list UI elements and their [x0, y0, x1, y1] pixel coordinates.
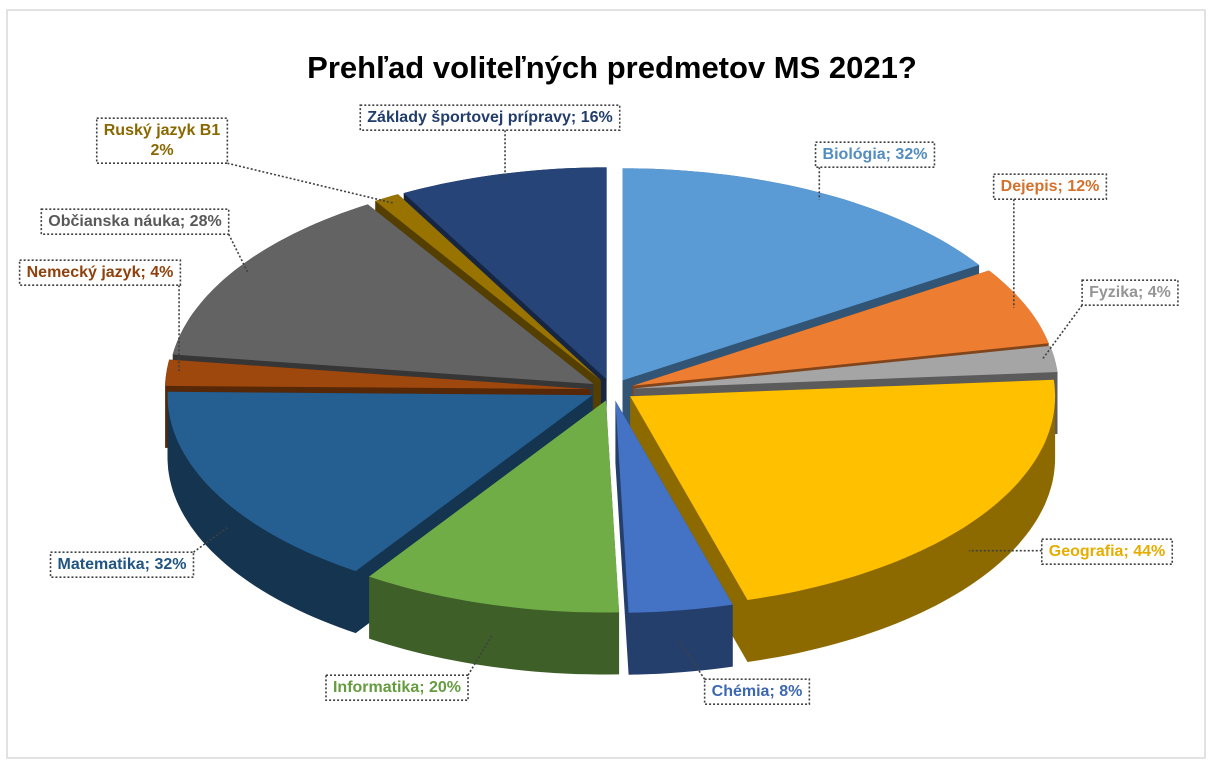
- slice-top: [632, 270, 1049, 386]
- label-text: 2%: [150, 142, 173, 159]
- label-frame: [40, 208, 230, 236]
- label-frame: [814, 141, 936, 169]
- pie-slice: [167, 391, 593, 634]
- label-text: Nemecký jazyk; 4%: [27, 264, 174, 281]
- label-text: Informatika; 20%: [333, 679, 461, 696]
- slice-top: [403, 167, 607, 380]
- label-frame: [18, 259, 182, 287]
- data-label: Dejepis; 12%: [992, 173, 1108, 201]
- pie-slice: [369, 400, 620, 675]
- slice-top: [369, 400, 620, 613]
- leader-line: [1041, 304, 1083, 361]
- label-frame: [49, 551, 195, 579]
- label-frame: [992, 173, 1108, 201]
- slice-top: [165, 359, 591, 390]
- chart-title: Prehľad voliteľných predmetov MS 2021?: [307, 50, 917, 85]
- pie-slice: [615, 400, 733, 675]
- label-frame: [703, 678, 811, 706]
- leader-line: [193, 526, 228, 553]
- slice-top: [630, 379, 1056, 600]
- label-text: Geografia; 44%: [1049, 543, 1165, 560]
- data-label: Základy športovej prípravy; 16%: [359, 104, 621, 132]
- slice-top: [167, 391, 593, 572]
- label-text: Chémia; 8%: [712, 683, 803, 700]
- label-frame: [1040, 538, 1174, 566]
- slice-top: [172, 204, 594, 384]
- pie-slice: [630, 379, 1056, 662]
- label-text: Biológia; 32%: [823, 146, 928, 163]
- slice-top: [375, 194, 601, 381]
- data-label: Geografia; 44%: [1040, 538, 1174, 566]
- data-label: Občianska náuka; 28%: [40, 208, 230, 236]
- label-frame: [325, 674, 469, 702]
- label-text: Ruský jazyk B1: [104, 122, 221, 139]
- slice-top: [622, 168, 980, 381]
- label-text: Občianska náuka; 28%: [48, 213, 221, 230]
- slice-top: [615, 400, 733, 613]
- label-text: Matematika; 32%: [58, 556, 187, 573]
- data-label: Matematika; 32%: [49, 551, 195, 579]
- data-label: Ruský jazyk B1 2%: [95, 117, 229, 165]
- slice-top: [633, 345, 1058, 389]
- label-frame: [1081, 279, 1179, 307]
- data-label: Biológia; 32%: [814, 141, 936, 169]
- label-text: Dejepis; 12%: [1001, 178, 1100, 195]
- data-label: Nemecký jazyk; 4%: [18, 259, 182, 287]
- leader-line: [227, 233, 249, 273]
- label-frame: [359, 104, 621, 132]
- label-text: Fyzika; 4%: [1089, 284, 1171, 301]
- leader-line: [227, 162, 394, 204]
- data-label: Fyzika; 4%: [1081, 279, 1179, 307]
- label-text: Základy športovej prípravy; 16%: [367, 109, 612, 126]
- label-frame: [95, 117, 229, 165]
- data-label: Chémia; 8%: [703, 678, 811, 706]
- data-label: Informatika; 20%: [325, 674, 469, 702]
